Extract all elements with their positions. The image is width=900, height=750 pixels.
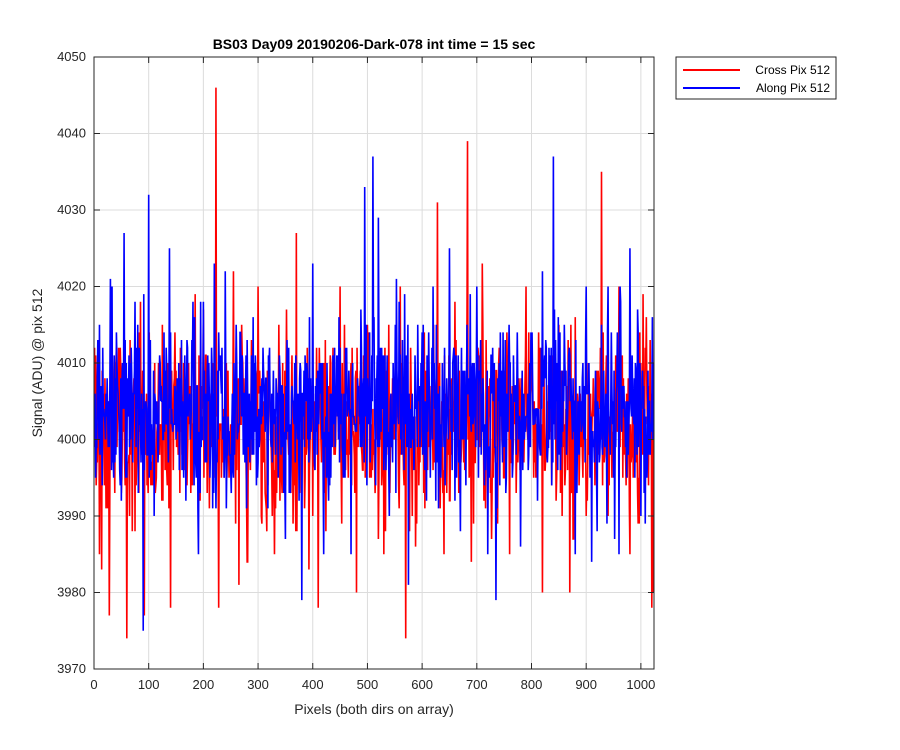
x-tick-label: 0 — [90, 677, 97, 692]
legend-label-along-pix: Along Pix 512 — [756, 81, 830, 95]
x-tick-label: 600 — [411, 677, 433, 692]
legend-box — [675, 56, 837, 100]
x-tick-label: 400 — [302, 677, 324, 692]
x-tick-label: 500 — [357, 677, 379, 692]
series-line-along-pix — [94, 156, 654, 631]
x-tick-label: 700 — [466, 677, 488, 692]
axis-ticks — [93, 56, 654, 670]
legend: Cross Pix 512 Along Pix 512 — [675, 56, 837, 100]
x-tick-label: 300 — [247, 677, 269, 692]
x-tick-label: 200 — [193, 677, 215, 692]
x-tick-label: 800 — [521, 677, 543, 692]
y-tick-labels: 3970 3980 3990 4000 4010 4020 4030 4040 4050 — [57, 49, 86, 676]
x-tick-label: 900 — [575, 677, 597, 692]
chart-title: BS03 Day09 20190206-Dark-078 int time = … — [213, 36, 536, 52]
y-tick-label: 4020 — [57, 279, 86, 294]
y-tick-label: 4010 — [57, 355, 86, 370]
x-tick-label: 100 — [138, 677, 160, 692]
y-tick-label: 3990 — [57, 508, 86, 523]
y-tick-label: 3980 — [57, 585, 86, 600]
x-axis-label: Pixels (both dirs on array) — [294, 701, 454, 717]
y-tick-label: 4030 — [57, 202, 86, 217]
x-tick-labels: 0 100 200 300 400 500 600 700 800 900 1000 — [90, 677, 655, 692]
y-tick-label: 4050 — [57, 49, 86, 64]
y-tick-label: 4000 — [57, 432, 86, 447]
legend-label-cross-pix: Cross Pix 512 — [755, 63, 830, 77]
y-axis-label: Signal (ADU) @ pix 512 — [29, 288, 45, 437]
y-tick-label: 3970 — [57, 661, 86, 676]
y-tick-label: 4040 — [57, 126, 86, 141]
plot-data-area — [94, 87, 654, 639]
x-tick-label: 1000 — [626, 677, 655, 692]
